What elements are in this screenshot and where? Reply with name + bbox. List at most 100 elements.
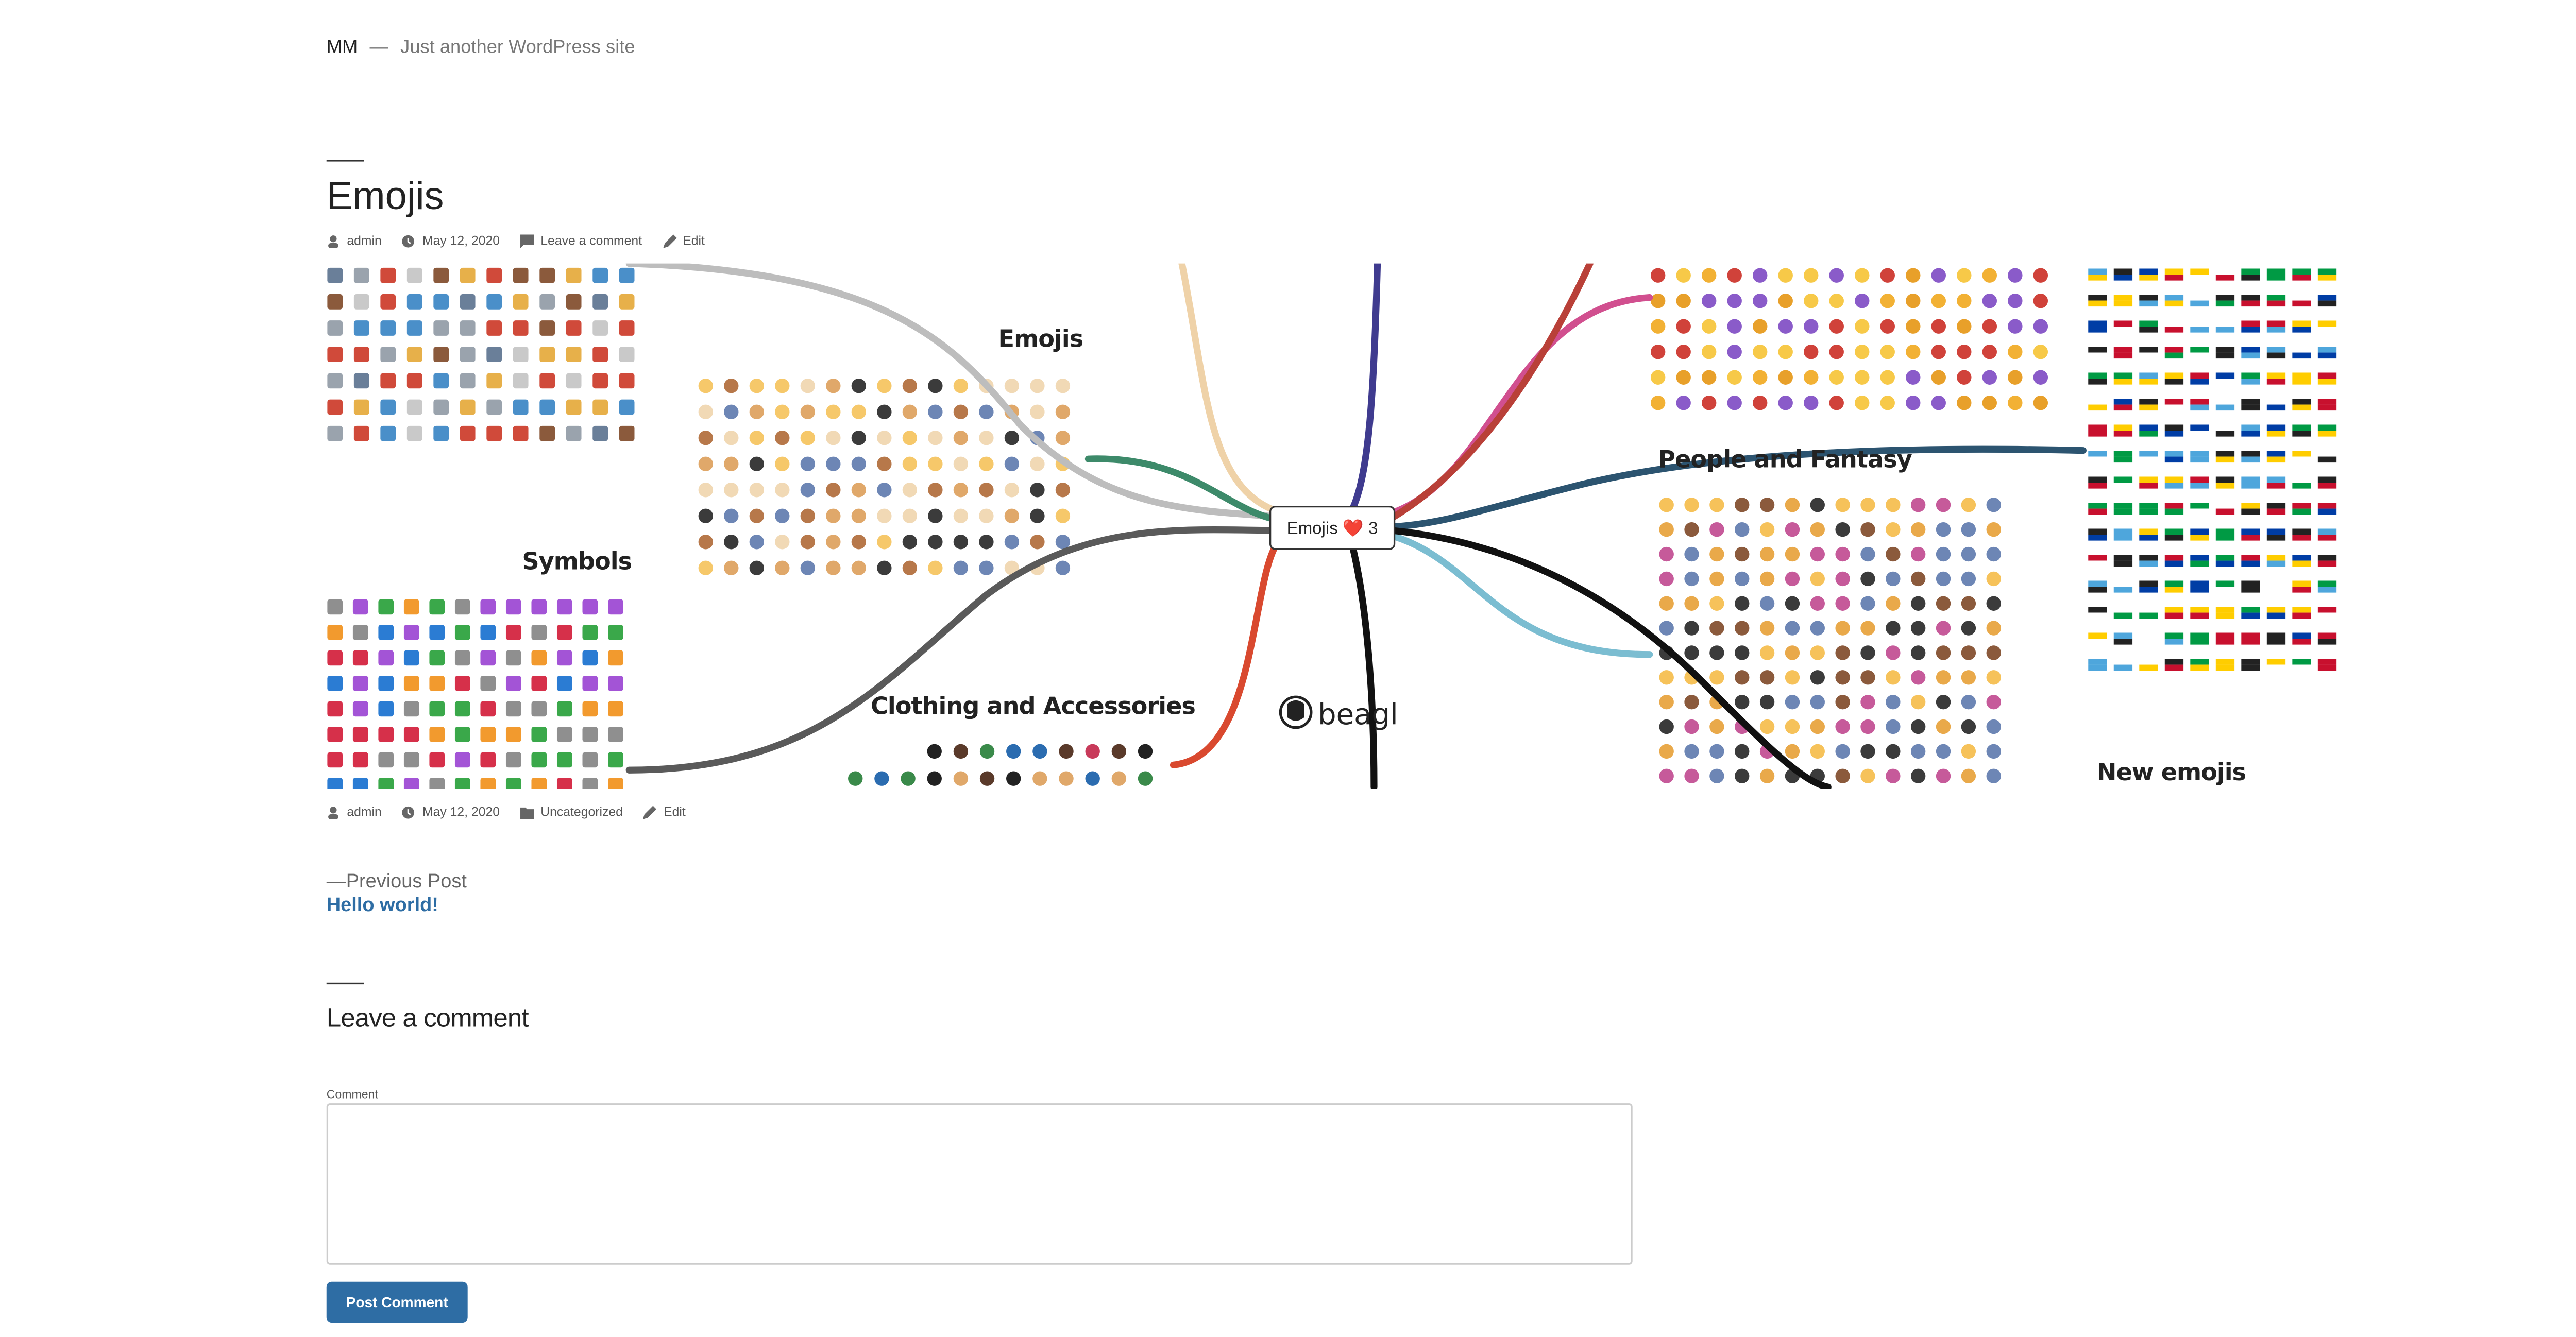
- emoji-icon: [1855, 268, 1870, 283]
- emoji-icon: [2139, 424, 2158, 431]
- category-link[interactable]: Uncategorized: [540, 804, 623, 819]
- emoji-icon: [327, 625, 343, 640]
- site-title[interactable]: MM: [326, 37, 358, 58]
- emoji-icon: [531, 752, 547, 768]
- emoji-icon: [513, 320, 529, 336]
- emoji-icon: [2292, 587, 2311, 593]
- emoji-icon: [2266, 399, 2286, 405]
- emoji-icon: [1860, 498, 1875, 512]
- emoji-icon: [1804, 268, 1819, 283]
- emoji-icon: [1810, 571, 1825, 587]
- emoji-icon: [1886, 621, 1901, 636]
- emoji-icon: [454, 650, 470, 666]
- comment-icon: [520, 233, 534, 248]
- emoji-icon: [480, 701, 496, 717]
- emoji-icon: [724, 379, 739, 393]
- emoji-icon: [2033, 268, 2048, 283]
- emoji-icon: [1835, 719, 1850, 734]
- emoji-icon: [1709, 571, 1724, 587]
- emoji-icon: [1735, 522, 1750, 537]
- emoji-icon: [1961, 546, 1976, 562]
- edit-link[interactable]: Edit: [683, 233, 705, 248]
- emoji-icon: [1684, 645, 1699, 660]
- emoji-icon: [2190, 320, 2209, 327]
- date[interactable]: May 12, 2020: [422, 233, 500, 248]
- emoji-icon: [403, 650, 419, 666]
- emoji-icon: [2088, 451, 2107, 457]
- emoji-icon: [2139, 632, 2158, 639]
- emoji-icon: [2113, 535, 2133, 541]
- emoji-icon: [2088, 327, 2107, 333]
- emoji-icon: [2190, 379, 2209, 385]
- emoji-icon: [1650, 319, 1666, 334]
- emoji-icon: [1835, 522, 1850, 537]
- emoji-icon: [1880, 370, 1895, 385]
- emoji-icon: [1810, 645, 1825, 660]
- emoji-icon: [531, 701, 547, 717]
- emoji-icon: [851, 404, 867, 419]
- emoji-icon: [1855, 370, 1870, 385]
- emoji-icon: [378, 650, 394, 666]
- emoji-icon: [724, 560, 739, 575]
- emoji-icon: [608, 625, 623, 640]
- emoji-icon: [556, 650, 572, 666]
- emoji-icon: [2033, 319, 2048, 334]
- emoji-icon: [2292, 483, 2311, 489]
- emoji-icon: [2139, 431, 2158, 437]
- emoji-icon: [1684, 571, 1699, 587]
- emoji-icon: [2088, 580, 2107, 587]
- emoji-icon: [556, 599, 572, 615]
- emoji-icon: [877, 456, 892, 471]
- emoji-icon: [2292, 404, 2311, 411]
- emoji-icon: [2215, 431, 2235, 437]
- emoji-icon: [2241, 352, 2260, 359]
- emoji-icon: [2241, 560, 2260, 567]
- emoji-icon: [2241, 347, 2260, 353]
- emoji-icon: [460, 399, 476, 415]
- emoji-icon: [486, 320, 502, 336]
- emoji-icon: [2088, 503, 2107, 509]
- date[interactable]: May 12, 2020: [422, 804, 500, 819]
- emoji-icon: [352, 752, 368, 768]
- emoji-icon: [1785, 498, 1800, 512]
- emoji-icon: [902, 456, 918, 471]
- emoji-icon: [826, 456, 841, 471]
- emoji-grids: [327, 267, 2337, 789]
- author[interactable]: admin: [347, 804, 382, 819]
- emoji-icon: [1059, 744, 1074, 759]
- author[interactable]: admin: [347, 233, 382, 248]
- edit-link[interactable]: Edit: [664, 804, 686, 819]
- emoji-icon: [1957, 319, 1972, 334]
- emoji-icon: [2113, 555, 2133, 561]
- emoji-icon: [2241, 404, 2260, 411]
- emoji-icon: [2164, 295, 2184, 301]
- emoji-icon: [2190, 528, 2209, 535]
- post-comment-button[interactable]: Post Comment: [326, 1281, 468, 1323]
- emoji-icon: [2292, 612, 2311, 619]
- emoji-icon: [1709, 498, 1724, 512]
- comment-textarea[interactable]: [326, 1103, 1633, 1265]
- emoji-icon: [2088, 639, 2107, 645]
- emoji-icon: [2215, 659, 2235, 665]
- emoji-icon: [2317, 275, 2337, 281]
- emoji-icon: [2215, 483, 2235, 489]
- emoji-icon: [979, 483, 994, 498]
- emoji-icon: [505, 701, 521, 717]
- emoji-icon: [2241, 607, 2260, 613]
- emoji-icon: [979, 404, 994, 419]
- comments-link[interactable]: Leave a comment: [540, 233, 642, 248]
- emoji-icon: [877, 404, 892, 419]
- emoji-icon: [2241, 451, 2260, 457]
- emoji-icon: [953, 535, 969, 550]
- emoji-icon: [327, 373, 343, 389]
- emoji-icon: [698, 379, 713, 393]
- center-node[interactable]: [1269, 505, 1396, 550]
- emoji-icon: [2164, 560, 2184, 567]
- emoji-icon: [1910, 719, 1926, 734]
- emoji-icon: [2292, 372, 2311, 379]
- emoji-icon: [1659, 768, 1674, 783]
- emoji-icon: [2113, 295, 2133, 301]
- emoji-icon: [1684, 498, 1699, 512]
- emoji-icon: [433, 320, 449, 336]
- previous-post-link[interactable]: Hello world!: [326, 896, 438, 917]
